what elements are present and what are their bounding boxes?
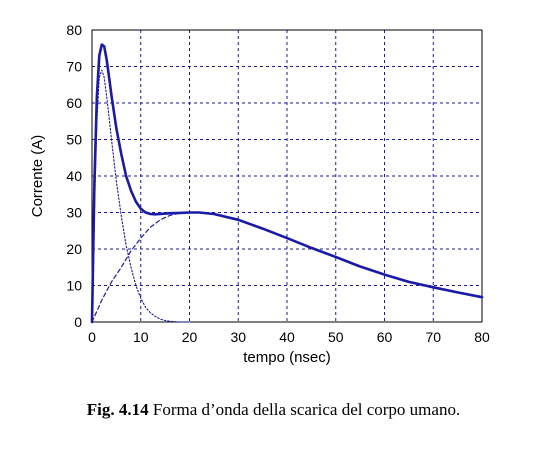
x-tick-label: 40	[279, 329, 295, 345]
y-axis-label: Corrente (A)	[29, 135, 46, 218]
x-tick-label: 50	[328, 329, 344, 345]
y-tick-label: 30	[66, 205, 82, 221]
caption-label: Fig. 4.14	[86, 400, 149, 419]
caption-text: Forma d’onda della scarica del corpo uma…	[148, 400, 461, 419]
series-3-dashed-line	[91, 211, 200, 323]
x-tick-label: 0	[88, 329, 96, 345]
axis-ticks: 0 10 20 30 40 50 60 70 80 0 10 20 30 40 50 60 70 80	[66, 22, 490, 345]
y-tick-label: 60	[66, 95, 82, 111]
x-tick-label: 30	[230, 329, 246, 345]
y-tick-label: 50	[66, 132, 82, 148]
x-tick-label: 10	[133, 329, 149, 345]
series-group	[90, 43, 484, 324]
y-tick-label: 70	[66, 59, 82, 75]
y-tick-label: 80	[66, 22, 82, 38]
y-tick-label: 0	[74, 314, 82, 330]
chart: 0 10 20 30 40 50 60 70 80 0 10 20 30 40 50 60 70 80 tempo…	[29, 22, 490, 366]
plot-frame	[91, 29, 483, 323]
x-tick-label: 70	[425, 329, 441, 345]
x-tick-label: 80	[474, 329, 490, 345]
series-2-dotted-line	[91, 69, 191, 323]
x-axis-label: tempo (nsec)	[243, 349, 331, 366]
series-1-solid-line	[90, 43, 484, 324]
figure-caption: Fig. 4.14 Forma d’onda della scarica del…	[0, 400, 547, 420]
chart-grid	[92, 30, 482, 322]
x-tick-label: 20	[182, 329, 198, 345]
y-tick-label: 20	[66, 241, 82, 257]
y-tick-label: 40	[66, 168, 82, 184]
x-tick-label: 60	[377, 329, 393, 345]
y-tick-label: 10	[66, 278, 82, 294]
